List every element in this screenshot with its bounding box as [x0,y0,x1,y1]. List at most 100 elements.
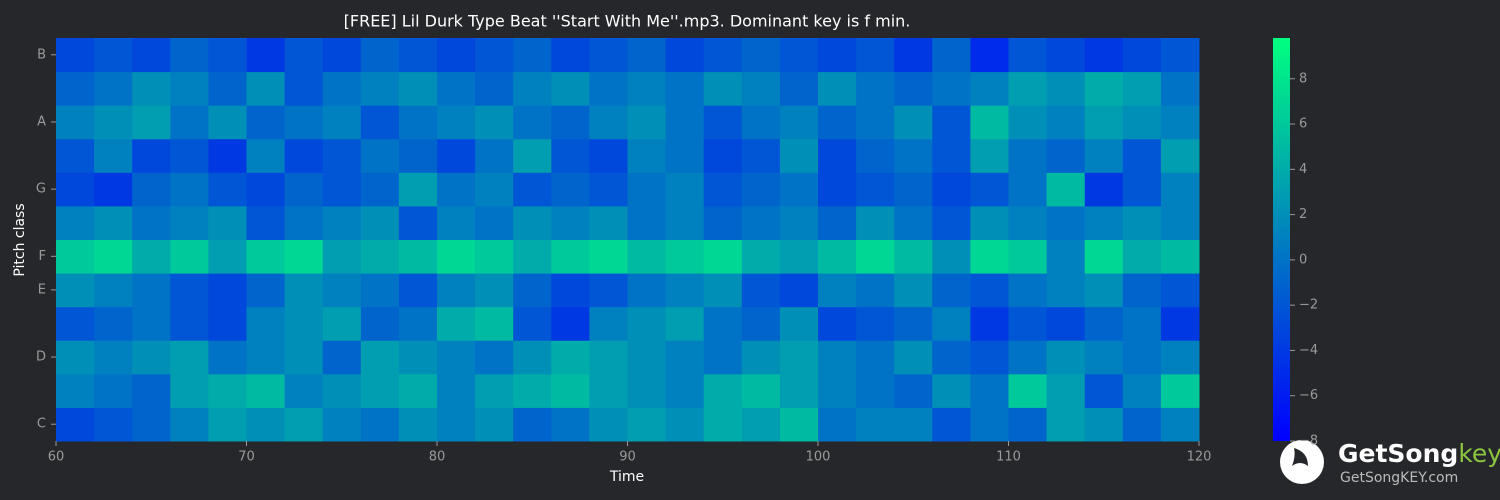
heatmap-cell [779,71,819,106]
heatmap-cell [894,172,933,207]
heatmap-cell [627,239,667,274]
heatmap-cell [360,373,400,408]
y-tick-label: A [37,114,46,129]
heatmap-cell [322,105,362,140]
heatmap-cell [1084,138,1124,173]
heatmap-cell [970,306,1009,341]
y-tick-label: E [38,282,46,297]
heatmap-cell [246,105,286,140]
heatmap-cell [513,71,552,106]
heatmap-cell [132,105,171,140]
heatmap-cell [475,373,514,408]
heatmap-cell [475,38,514,73]
heatmap-cell [1160,273,1200,308]
heatmap-cell [589,306,628,341]
heatmap-cell [894,407,933,442]
heatmap-cell [94,239,133,274]
heatmap-cell [779,407,819,442]
heatmap-cell [1122,239,1162,274]
logo-text: GetSongkey [1338,439,1500,468]
heatmap-cell [56,306,95,341]
heatmap-cell [132,306,171,341]
y-tick-label: F [39,249,46,264]
heatmap-cell [894,306,933,341]
heatmap-cell [818,38,857,73]
heatmap-cell [894,239,933,274]
colorbar-tick-label: −6 [1299,388,1318,403]
heatmap-cell [665,273,705,308]
heatmap-cell [246,373,286,408]
heatmap-cell [475,71,514,106]
heatmap-cell [932,306,971,341]
heatmap-cell [779,205,819,240]
colorbar-tick-label: 8 [1299,71,1307,86]
colorbar-tick-label: 6 [1299,117,1307,132]
logo-url: GetSongKEY.com [1340,470,1458,486]
heatmap-cell [513,306,552,341]
heatmap-cell [246,273,286,308]
heatmap-cell [94,373,133,408]
heatmap-cell [437,138,476,173]
heatmap-cell [818,71,857,106]
heatmap-cell [1160,306,1200,341]
heatmap-cell [246,38,286,73]
heatmap-cell [818,239,857,274]
heatmap-cell [208,38,247,73]
heatmap-cell [970,373,1009,408]
heatmap-cell [170,105,209,140]
heatmap-cell [94,138,133,173]
heatmap [56,38,1200,442]
heatmap-cell [1122,138,1162,173]
heatmap-cell [475,105,514,140]
heatmap-cell [665,138,705,173]
heatmap-cell [94,38,133,73]
heatmap-cell [627,172,667,207]
x-tick-label: 90 [619,450,636,465]
heatmap-cell [1084,172,1124,207]
heatmap-cell [551,71,590,106]
heatmap-cell [398,172,438,207]
heatmap-cell [284,138,324,173]
heatmap-cell [322,172,362,207]
heatmap-cell [932,273,971,308]
heatmap-cell [1008,373,1048,408]
heatmap-cell [818,273,857,308]
heatmap-cell [856,273,895,308]
heatmap-cell [284,273,324,308]
heatmap-cell [437,306,476,341]
heatmap-cell [1046,205,1086,240]
heatmap-cell [398,407,438,442]
heatmap-cell [1084,407,1124,442]
heatmap-cell [932,138,971,173]
heatmap-cell [932,239,971,274]
heatmap-cell [894,105,933,140]
heatmap-cell [589,172,628,207]
heatmap-cell [132,38,171,73]
heatmap-cell [56,105,95,140]
heatmap-cell [970,138,1009,173]
heatmap-cell [1160,205,1200,240]
heatmap-cell [1122,205,1162,240]
heatmap-cell [627,138,667,173]
heatmap-cell [94,205,133,240]
heatmap-cell [246,205,286,240]
heatmap-cell [1084,273,1124,308]
heatmap-cell [1122,373,1162,408]
heatmap-cell [56,273,95,308]
heatmap-cell [1008,239,1048,274]
heatmap-cell [132,138,171,173]
heatmap-cell [627,105,667,140]
heatmap-cell [246,340,286,375]
heatmap-cell [1046,71,1086,106]
heatmap-cell [132,239,171,274]
heatmap-cell [513,239,552,274]
heatmap-cell [513,273,552,308]
heatmap-cell [475,407,514,442]
x-tick-label: 80 [429,450,446,465]
heatmap-cell [1008,407,1048,442]
heatmap-cell [398,306,438,341]
heatmap-cell [94,172,133,207]
heatmap-cell [1160,71,1200,106]
heatmap-cell [437,373,476,408]
